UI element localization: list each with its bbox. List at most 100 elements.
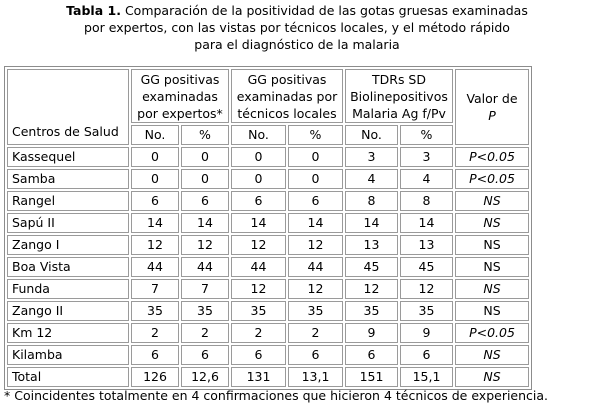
table-row: Total 126 12,6 131 13,1 151 15,1 NS: [7, 367, 529, 387]
cell-exp-pct: 14: [181, 213, 229, 233]
cell-valor-p: P<0.05: [455, 169, 529, 189]
cell-exp-no: 7: [131, 279, 179, 299]
cell-exp-pct: 0: [181, 169, 229, 189]
table-row: Sapú II 14 14 14 14 14 14 NS: [7, 213, 529, 233]
cell-centro: Sapú II: [7, 213, 129, 233]
header-tdrs: TDRs SD Biolinepositivos Malaria Ag f/Pv: [345, 69, 453, 123]
cell-exp-pct: 0: [181, 147, 229, 167]
cell-valor-p: NS: [455, 279, 529, 299]
table-row: Km 12 2 2 2 2 9 9 P<0.05: [7, 323, 529, 343]
cell-valor-p: NS: [455, 213, 529, 233]
cell-tdr-pct: 8: [400, 191, 453, 211]
cell-tdr-pct: 4: [400, 169, 453, 189]
data-table: Centros de Salud GG positivas examinadas…: [4, 66, 532, 390]
cell-tdr-pct: 45: [400, 257, 453, 277]
cell-exp-pct: 7: [181, 279, 229, 299]
cell-tdr-no: 45: [345, 257, 398, 277]
cell-tdr-no: 12: [345, 279, 398, 299]
cell-tdr-no: 35: [345, 301, 398, 321]
cell-tec-no: 6: [231, 345, 286, 365]
cell-tdr-no: 13: [345, 235, 398, 255]
table-row: Funda 7 7 12 12 12 12 NS: [7, 279, 529, 299]
cell-valor-p: NS: [455, 235, 529, 255]
cell-exp-pct: 12: [181, 235, 229, 255]
cell-exp-pct: 35: [181, 301, 229, 321]
cell-exp-no: 14: [131, 213, 179, 233]
cell-tec-pct: 35: [288, 301, 343, 321]
cell-exp-pct: 6: [181, 191, 229, 211]
cell-exp-no: 126: [131, 367, 179, 387]
header-exp-pct: %: [181, 125, 229, 145]
cell-valor-p: P<0.05: [455, 147, 529, 167]
header-exp-no: No.: [131, 125, 179, 145]
cell-tec-pct: 0: [288, 147, 343, 167]
cell-valor-p: NS: [455, 301, 529, 321]
cell-tdr-no: 4: [345, 169, 398, 189]
cell-exp-pct: 44: [181, 257, 229, 277]
cell-tec-pct: 2: [288, 323, 343, 343]
cell-exp-pct: 2: [181, 323, 229, 343]
cell-tdr-pct: 13: [400, 235, 453, 255]
cell-tdr-pct: 3: [400, 147, 453, 167]
cell-tec-no: 12: [231, 279, 286, 299]
cell-tdr-no: 6: [345, 345, 398, 365]
cell-centro: Zango I: [7, 235, 129, 255]
cell-valor-p: NS: [455, 257, 529, 277]
cell-tec-no: 35: [231, 301, 286, 321]
cell-tec-pct: 14: [288, 213, 343, 233]
header-tec-pct: %: [288, 125, 343, 145]
cell-tec-no: 131: [231, 367, 286, 387]
cell-centro: Samba: [7, 169, 129, 189]
header-row-top: Centros de Salud GG positivas examinadas…: [7, 69, 529, 145]
cell-tec-no: 0: [231, 147, 286, 167]
cell-exp-no: 6: [131, 191, 179, 211]
cell-tec-no: 14: [231, 213, 286, 233]
cell-centro: Boa Vista: [7, 257, 129, 277]
header-valor-p: Valor de P: [455, 69, 529, 145]
caption-label: Tabla 1.: [66, 3, 121, 18]
cell-centro: Funda: [7, 279, 129, 299]
cell-tdr-pct: 6: [400, 345, 453, 365]
cell-exp-no: 0: [131, 147, 179, 167]
cell-tec-no: 12: [231, 235, 286, 255]
cell-tec-pct: 6: [288, 345, 343, 365]
header-tdr-no: No.: [345, 125, 398, 145]
cell-tec-no: 0: [231, 169, 286, 189]
header-centros: Centros de Salud: [7, 69, 129, 145]
cell-tdr-no: 14: [345, 213, 398, 233]
cell-centro: Kilamba: [7, 345, 129, 365]
cell-centro: Kassequel: [7, 147, 129, 167]
cell-valor-p: NS: [455, 191, 529, 211]
footnote: * Coincidentes totalmente en 4 confirmac…: [4, 388, 549, 403]
cell-exp-pct: 12,6: [181, 367, 229, 387]
cell-tec-pct: 44: [288, 257, 343, 277]
table-row: Kilamba 6 6 6 6 6 6 NS: [7, 345, 529, 365]
table-row: Zango II 35 35 35 35 35 35 NS: [7, 301, 529, 321]
header-row-sub: No. % No. % No. %: [7, 125, 529, 145]
cell-exp-no: 2: [131, 323, 179, 343]
cell-tdr-pct: 35: [400, 301, 453, 321]
cell-tec-no: 2: [231, 323, 286, 343]
cell-exp-no: 12: [131, 235, 179, 255]
cell-exp-no: 0: [131, 169, 179, 189]
cell-tdr-pct: 14: [400, 213, 453, 233]
cell-tec-pct: 12: [288, 279, 343, 299]
table-row: Kassequel 0 0 0 0 3 3 P<0.05: [7, 147, 529, 167]
cell-tdr-no: 151: [345, 367, 398, 387]
cell-exp-no: 35: [131, 301, 179, 321]
cell-tec-no: 6: [231, 191, 286, 211]
caption-line-3: para el diagnóstico de la malaria: [194, 37, 400, 52]
cell-valor-p: NS: [455, 345, 529, 365]
caption-text-1: Comparación de la positividad de las got…: [124, 3, 528, 18]
cell-centro: Km 12: [7, 323, 129, 343]
cell-centro: Total: [7, 367, 129, 387]
table-row: Samba 0 0 0 0 4 4 P<0.05: [7, 169, 529, 189]
cell-tdr-pct: 9: [400, 323, 453, 343]
cell-tec-pct: 0: [288, 169, 343, 189]
table-row: Rangel 6 6 6 6 8 8 NS: [7, 191, 529, 211]
cell-tdr-pct: 12: [400, 279, 453, 299]
cell-tec-pct: 12: [288, 235, 343, 255]
cell-tec-pct: 6: [288, 191, 343, 211]
cell-valor-p: NS: [455, 367, 529, 387]
cell-centro: Rangel: [7, 191, 129, 211]
